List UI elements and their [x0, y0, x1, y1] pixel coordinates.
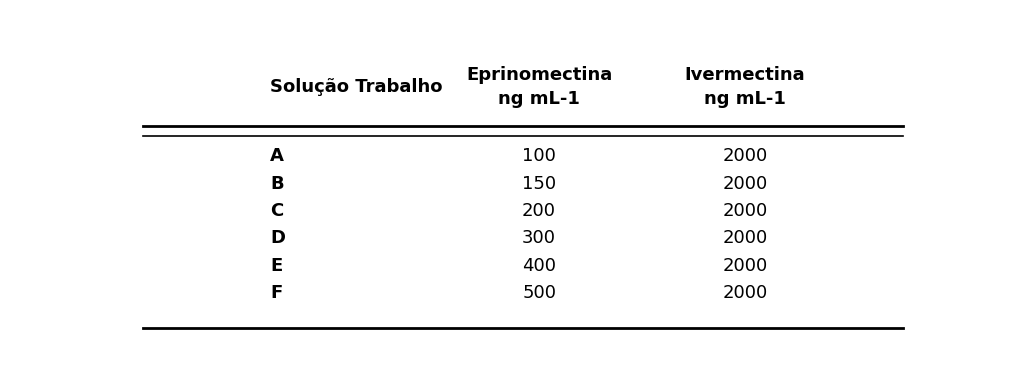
Text: 2000: 2000 — [722, 175, 768, 193]
Text: 400: 400 — [522, 257, 556, 275]
Text: 300: 300 — [522, 230, 556, 248]
Text: 200: 200 — [522, 202, 556, 220]
Text: Ivermectina
ng mL-1: Ivermectina ng mL-1 — [684, 66, 806, 108]
Text: A: A — [270, 147, 284, 165]
Text: F: F — [270, 284, 282, 302]
Text: E: E — [270, 257, 282, 275]
Text: C: C — [270, 202, 283, 220]
Text: B: B — [270, 175, 284, 193]
Text: 2000: 2000 — [722, 257, 768, 275]
Text: Eprinomectina
ng mL-1: Eprinomectina ng mL-1 — [466, 66, 613, 108]
Text: Solução Trabalho: Solução Trabalho — [270, 78, 442, 96]
Text: 2000: 2000 — [722, 202, 768, 220]
Text: 500: 500 — [522, 284, 556, 302]
Text: 2000: 2000 — [722, 284, 768, 302]
Text: 2000: 2000 — [722, 230, 768, 248]
Text: D: D — [270, 230, 285, 248]
Text: 100: 100 — [522, 147, 556, 165]
Text: 2000: 2000 — [722, 147, 768, 165]
Text: 150: 150 — [522, 175, 556, 193]
